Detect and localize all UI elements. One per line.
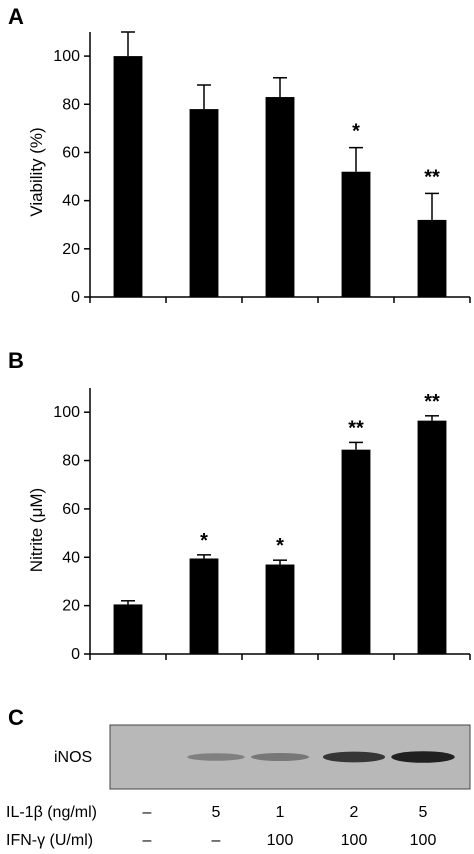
condition-value: – — [143, 804, 152, 821]
y-tick-label-a: 40 — [62, 193, 80, 210]
y-tick-label-a: 60 — [62, 144, 80, 161]
condition-table: IL-1β (ng/ml) – 5 1 2 5 IFN-γ (U/ml) – – 100 100 10… — [6, 804, 436, 849]
condition-row-label: IFN-γ (U/ml) — [6, 832, 93, 849]
bar-a — [189, 109, 219, 297]
y-tick-label-b: 100 — [53, 404, 80, 421]
condition-value: – — [212, 832, 221, 849]
significance-marker-a: * — [352, 121, 360, 143]
blot-bands — [187, 751, 455, 763]
condition-value: 100 — [410, 832, 437, 849]
condition-row-label: IL-1β (ng/ml) — [6, 804, 97, 821]
condition-value: 1 — [276, 804, 285, 821]
y-tick-label-a: 0 — [71, 289, 80, 306]
y-tick-label-b: 40 — [62, 549, 80, 566]
y-tick-label-a: 100 — [53, 48, 80, 65]
significance-marker-b: ** — [424, 391, 440, 413]
y-axis-label-a: Viability (%) — [27, 127, 46, 216]
blot-label-inos: iNOS — [54, 749, 92, 766]
bar-b — [417, 420, 447, 654]
bar-b — [113, 604, 143, 654]
y-tick-label-a: 20 — [62, 241, 80, 258]
bar-b — [341, 449, 371, 654]
blot-band — [391, 751, 455, 763]
y-tick-label-b: 60 — [62, 501, 80, 518]
condition-value: 5 — [419, 804, 428, 821]
bar-a — [113, 56, 143, 297]
y-tick-label-b: 80 — [62, 453, 80, 470]
blot-band — [322, 751, 386, 763]
condition-value: 100 — [267, 832, 294, 849]
panel-letter-a: A — [8, 4, 24, 29]
bar-a — [417, 219, 447, 297]
y-tick-label-a: 80 — [62, 96, 80, 113]
bar-b — [265, 564, 295, 654]
blot-band — [251, 753, 309, 761]
condition-value: – — [143, 832, 152, 849]
condition-value: 100 — [341, 832, 368, 849]
panel-letter-b: B — [8, 348, 24, 373]
significance-marker-b: ** — [348, 417, 364, 439]
panel-letter-c: C — [8, 705, 24, 730]
bar-a — [341, 171, 371, 297]
y-tick-label-b: 0 — [71, 646, 80, 663]
y-tick-label-b: 20 — [62, 598, 80, 615]
significance-marker-b: * — [200, 530, 208, 552]
bar-a — [265, 97, 295, 297]
significance-marker-a: ** — [424, 166, 440, 188]
condition-value: 5 — [212, 804, 221, 821]
condition-value: 2 — [350, 804, 359, 821]
bar-b — [189, 558, 219, 654]
significance-marker-b: * — [276, 535, 284, 557]
y-axis-label-b: Nitrite (μM) — [27, 488, 46, 572]
blot-band — [187, 753, 245, 761]
